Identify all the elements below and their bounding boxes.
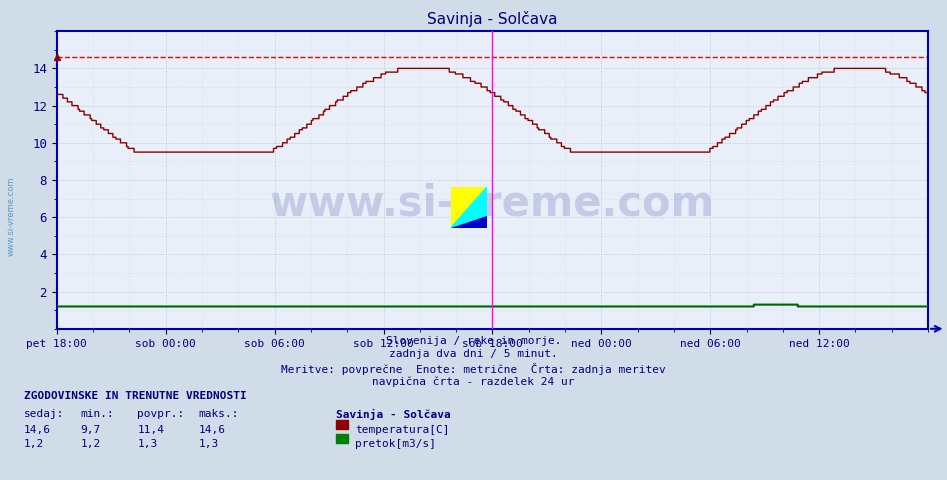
Text: 1,2: 1,2	[24, 439, 44, 449]
Text: Meritve: povprečne  Enote: metrične  Črta: zadnja meritev: Meritve: povprečne Enote: metrične Črta:…	[281, 363, 666, 375]
Title: Savinja - Solčava: Savinja - Solčava	[427, 11, 558, 27]
Text: 1,3: 1,3	[137, 439, 157, 449]
Text: min.:: min.:	[80, 409, 115, 420]
Text: 1,2: 1,2	[80, 439, 100, 449]
Text: sedaj:: sedaj:	[24, 409, 64, 420]
Polygon shape	[451, 216, 487, 228]
Text: navpična črta - razdelek 24 ur: navpična črta - razdelek 24 ur	[372, 376, 575, 387]
Text: zadnja dva dni / 5 minut.: zadnja dva dni / 5 minut.	[389, 349, 558, 360]
Text: www.si-vreme.com: www.si-vreme.com	[270, 183, 715, 225]
Text: maks.:: maks.:	[199, 409, 240, 420]
Text: 11,4: 11,4	[137, 425, 165, 435]
Text: Slovenija / reke in morje.: Slovenija / reke in morje.	[385, 336, 562, 346]
Text: 14,6: 14,6	[24, 425, 51, 435]
Text: 9,7: 9,7	[80, 425, 100, 435]
Text: Savinja - Solčava: Savinja - Solčava	[336, 409, 451, 420]
Text: temperatura[C]: temperatura[C]	[355, 425, 450, 435]
Text: ZGODOVINSKE IN TRENUTNE VREDNOSTI: ZGODOVINSKE IN TRENUTNE VREDNOSTI	[24, 391, 246, 401]
Polygon shape	[451, 187, 487, 228]
Polygon shape	[451, 187, 487, 228]
Text: 1,3: 1,3	[199, 439, 219, 449]
Text: 14,6: 14,6	[199, 425, 226, 435]
Text: www.si-vreme.com: www.si-vreme.com	[7, 176, 16, 256]
Text: pretok[m3/s]: pretok[m3/s]	[355, 439, 437, 449]
Text: povpr.:: povpr.:	[137, 409, 185, 420]
